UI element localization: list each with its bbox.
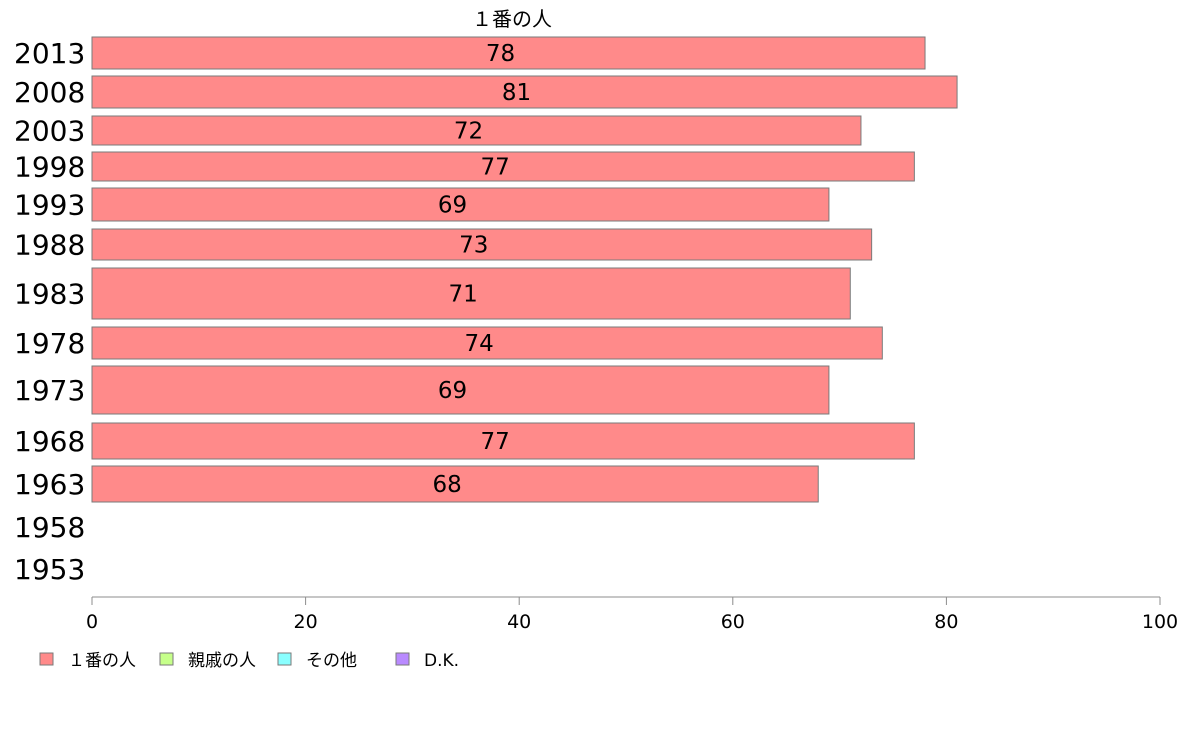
category-label: 1983 xyxy=(14,278,85,311)
data-label: 81 xyxy=(502,80,531,106)
x-tick-label: 20 xyxy=(294,611,318,633)
x-tick-label: 40 xyxy=(507,611,531,633)
bar xyxy=(91,465,819,503)
data-label: 73 xyxy=(459,233,488,259)
series-title: １番の人 xyxy=(472,7,552,31)
legend-label: その他 xyxy=(306,651,357,671)
category-label: 1968 xyxy=(14,425,85,458)
category-label: 2008 xyxy=(14,76,85,109)
category-label: 2003 xyxy=(14,115,85,148)
category-label: 1993 xyxy=(14,189,85,222)
bar xyxy=(91,228,873,261)
bar xyxy=(91,422,915,460)
category-label: 1988 xyxy=(14,229,85,262)
data-label: 74 xyxy=(465,331,494,357)
x-tick-label: 0 xyxy=(86,611,98,633)
bars-group: 78 81 72 77 69 73 71 74 69 77 68 xyxy=(91,36,958,503)
data-label: 68 xyxy=(432,472,461,498)
data-label: 78 xyxy=(486,41,515,67)
legend-label: D.K. xyxy=(424,651,459,671)
category-label: 2013 xyxy=(14,37,85,70)
legend-swatch xyxy=(277,652,292,666)
legend-swatch xyxy=(395,652,410,666)
category-label: 1958 xyxy=(14,511,85,544)
data-label: 69 xyxy=(438,193,467,219)
bar xyxy=(91,36,926,70)
x-tick-label: 60 xyxy=(721,611,745,633)
bar xyxy=(91,75,958,109)
legend-label: １番の人 xyxy=(68,651,136,671)
bar xyxy=(91,267,851,320)
data-label: 71 xyxy=(448,282,477,308)
data-label: 77 xyxy=(481,429,510,455)
bar xyxy=(91,326,883,360)
x-tick-label: 100 xyxy=(1142,611,1178,633)
legend-swatch xyxy=(159,652,174,666)
x-tick-label: 80 xyxy=(934,611,958,633)
legend-label: 親戚の人 xyxy=(188,651,256,671)
data-label: 77 xyxy=(481,155,510,181)
legend-swatch xyxy=(39,652,54,666)
bar xyxy=(91,151,915,182)
bar xyxy=(91,187,830,222)
x-axis: 0 20 40 60 80 100 xyxy=(86,596,1178,633)
bar xyxy=(91,365,830,415)
category-label: 1973 xyxy=(14,374,85,407)
legend: １番の人 親戚の人 その他 D.K. xyxy=(39,651,459,671)
data-label: 72 xyxy=(454,119,483,145)
bar xyxy=(91,115,862,146)
category-label: 1963 xyxy=(14,468,85,501)
category-label: 1953 xyxy=(14,553,85,586)
data-label: 69 xyxy=(438,378,467,404)
category-label: 1978 xyxy=(14,327,85,360)
category-label: 1998 xyxy=(14,151,85,184)
